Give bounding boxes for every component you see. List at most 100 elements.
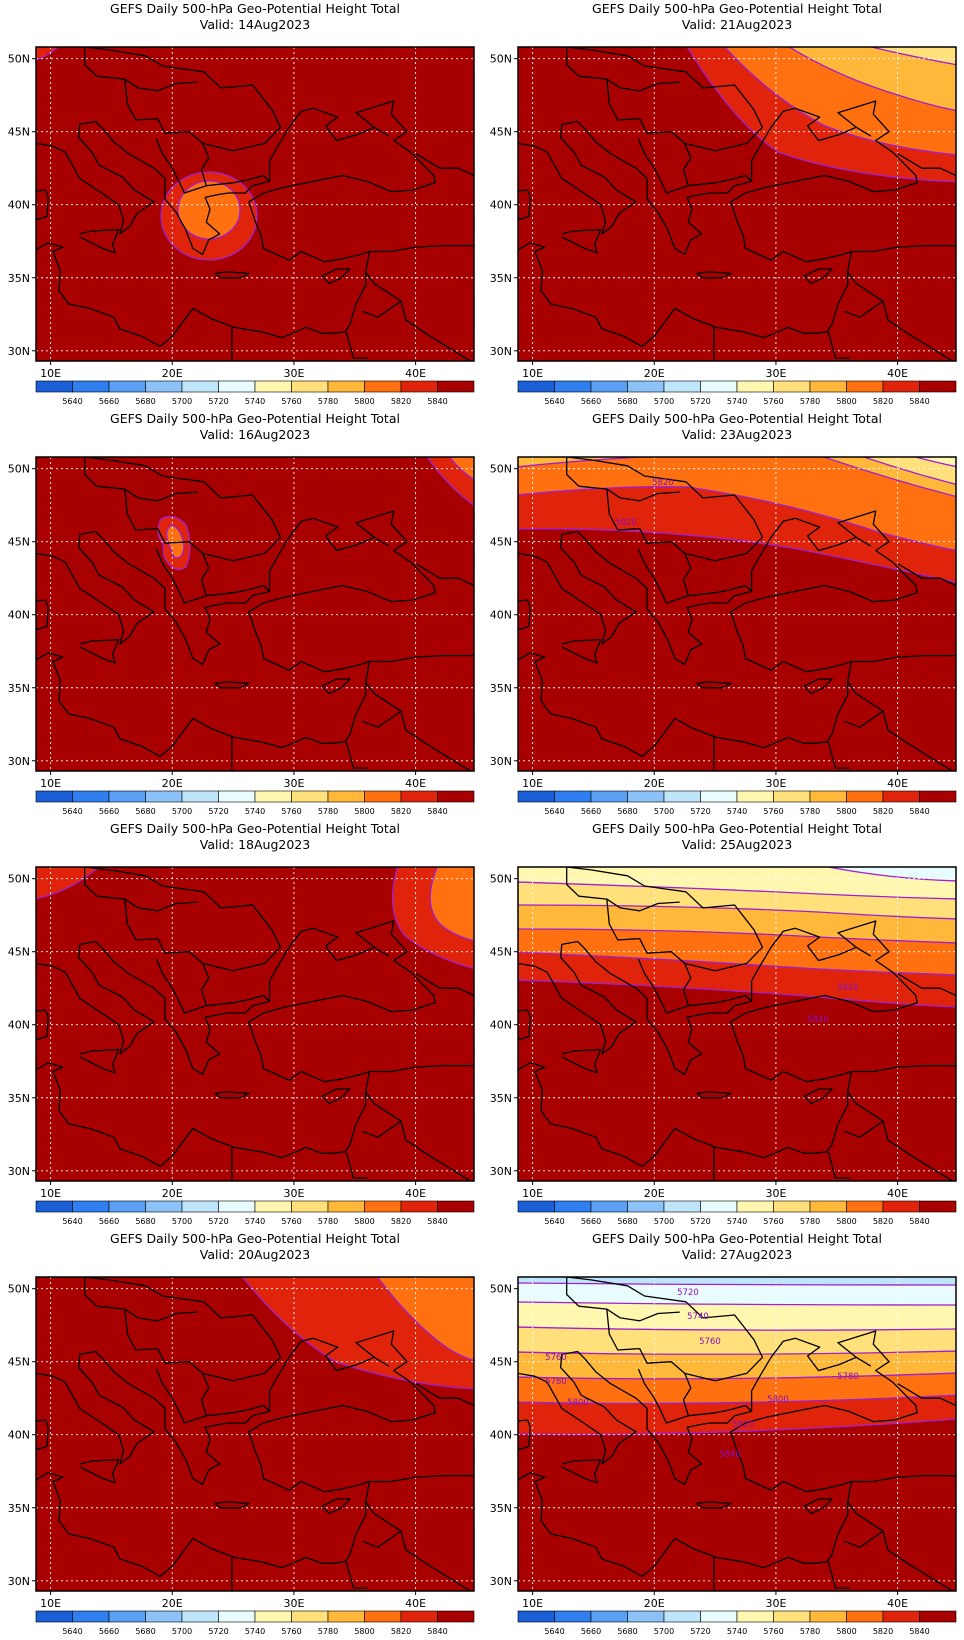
x-tick-label: 30E: [765, 1597, 786, 1610]
x-tick-label: 30E: [283, 1187, 304, 1200]
colorbar: 5640 5660 5680 5700 5720 5740 5760 5780 5800 5820…: [517, 1200, 957, 1226]
y-tick-label: 35N: [490, 682, 512, 695]
y-tick-label: 30N: [490, 1165, 512, 1178]
colorbar-swatch: [254, 1610, 292, 1623]
coastline: [696, 271, 732, 279]
colorbar-label: 5680: [617, 1217, 637, 1226]
colorbar-label: 5840: [909, 1627, 929, 1636]
contour-band: [166, 524, 185, 559]
colorbar-label: 5660: [99, 807, 119, 816]
colorbar-label: 5740: [245, 807, 265, 816]
colorbar-label: 5760: [763, 1217, 783, 1226]
colorbar-label: 5740: [727, 397, 747, 406]
colorbar-swatch: [663, 380, 701, 393]
coastline: [637, 138, 692, 194]
x-tick-label: 20E: [162, 777, 183, 790]
colorbar-swatch: [72, 1610, 110, 1623]
colorbar: 5640 5660 5680 5700 5720 5740 5760 5780 5800 5820…: [517, 790, 957, 816]
contour-band: [177, 180, 241, 240]
colorbar-label: 5680: [617, 397, 637, 406]
contour-band: [913, 457, 956, 468]
map-area: 5820 5820: [518, 457, 956, 771]
colorbar-swatch: [700, 1610, 738, 1623]
coastline: [882, 1120, 954, 1181]
contour-band: [429, 867, 474, 942]
colorbar-label: 5660: [581, 1217, 601, 1226]
colorbar-swatch: [327, 380, 365, 393]
colorbar-label: 5660: [581, 807, 601, 816]
coastline: [79, 638, 120, 664]
y-tick-label: 40N: [490, 1429, 512, 1442]
map-panel: GEFS Daily 500-hPa Geo-Potential Height …: [8, 821, 475, 1226]
map-frame: [35, 456, 475, 772]
colorbar-swatch: [218, 380, 256, 393]
contour-label: 5780: [837, 1372, 859, 1382]
colorbar-label: 5700: [172, 1217, 192, 1226]
coastline: [155, 138, 210, 194]
colorbar-label: 5820: [391, 1627, 411, 1636]
x-tick-label: 10E: [522, 367, 543, 380]
coastline: [566, 1277, 764, 1382]
map-area: 5720 5740 5760 5760 5780 5780 5800 5800 5820 5840: [518, 1277, 956, 1591]
x-tick-label: 20E: [644, 1597, 665, 1610]
coastline: [36, 1419, 49, 1450]
contour-label: 5820: [652, 478, 674, 488]
coastline: [851, 244, 956, 253]
coastline: [827, 1151, 851, 1179]
colorbar-label: 5660: [581, 397, 601, 406]
colorbar-label: 5640: [544, 1627, 564, 1636]
coastline: [373, 126, 390, 137]
valid-date: Valid: 27Aug2023: [682, 1247, 792, 1262]
coastline: [637, 958, 692, 1014]
coastline: [415, 1383, 474, 1407]
valid-date: Valid: 20Aug2023: [200, 1247, 310, 1262]
coastline: [566, 457, 764, 562]
colorbar-swatch: [882, 1610, 920, 1623]
colorbar-label: 5740: [245, 1217, 265, 1226]
colorbar-label: 5720: [208, 807, 228, 816]
colorbar-swatch: [35, 1610, 73, 1623]
x-tick-label: 30E: [765, 777, 786, 790]
contour-band: [518, 867, 956, 900]
coastline: [855, 126, 872, 137]
x-tick-label: 40E: [405, 367, 426, 380]
colorbar-label: 5700: [654, 1217, 674, 1226]
coastline: [855, 946, 872, 957]
coastline: [336, 548, 343, 552]
coastline: [827, 331, 851, 359]
y-tick-label: 40N: [8, 609, 30, 622]
coastline: [851, 1474, 956, 1483]
colorbar-label: 5760: [281, 807, 301, 816]
coastline: [518, 510, 918, 758]
panel-title: GEFS Daily 500-hPa Geo-Potential Height …: [110, 1231, 400, 1246]
colorbar-swatch: [72, 380, 110, 393]
coastline: [124, 488, 198, 502]
panel-title: GEFS Daily 500-hPa Geo-Potential Height …: [592, 821, 882, 836]
map-panel: GEFS Daily 500-hPa Geo-Potential Height …: [8, 1231, 475, 1636]
colorbar-label: 5740: [245, 1627, 265, 1636]
contour-band: [824, 867, 956, 882]
colorbar-label: 5820: [873, 807, 893, 816]
colorbar-swatch: [846, 1610, 884, 1623]
colorbar-swatch: [882, 1200, 920, 1213]
map-frame: [35, 1276, 475, 1592]
map-panel: GEFS Daily 500-hPa Geo-Potential Height …: [490, 1, 957, 406]
colorbar-swatch: [663, 1610, 701, 1623]
colorbar-label: 5780: [800, 397, 820, 406]
coastline: [84, 457, 282, 562]
y-tick-label: 50N: [8, 53, 30, 66]
colorbar-swatch: [145, 790, 183, 803]
contour-band: [788, 47, 956, 112]
y-tick-label: 40N: [8, 199, 30, 212]
colorbar-label: 5780: [800, 1217, 820, 1226]
colorbar-label: 5820: [873, 397, 893, 406]
colorbar-swatch: [846, 1200, 884, 1213]
colorbar-swatch: [364, 1610, 402, 1623]
colorbar-swatch: [400, 380, 438, 393]
colorbar-swatch: [554, 380, 592, 393]
map-area: [518, 47, 956, 361]
colorbar-label: 5680: [135, 1217, 155, 1226]
colorbar-swatch: [919, 380, 957, 393]
coastline: [361, 1501, 402, 1548]
colorbar-swatch: [773, 380, 811, 393]
